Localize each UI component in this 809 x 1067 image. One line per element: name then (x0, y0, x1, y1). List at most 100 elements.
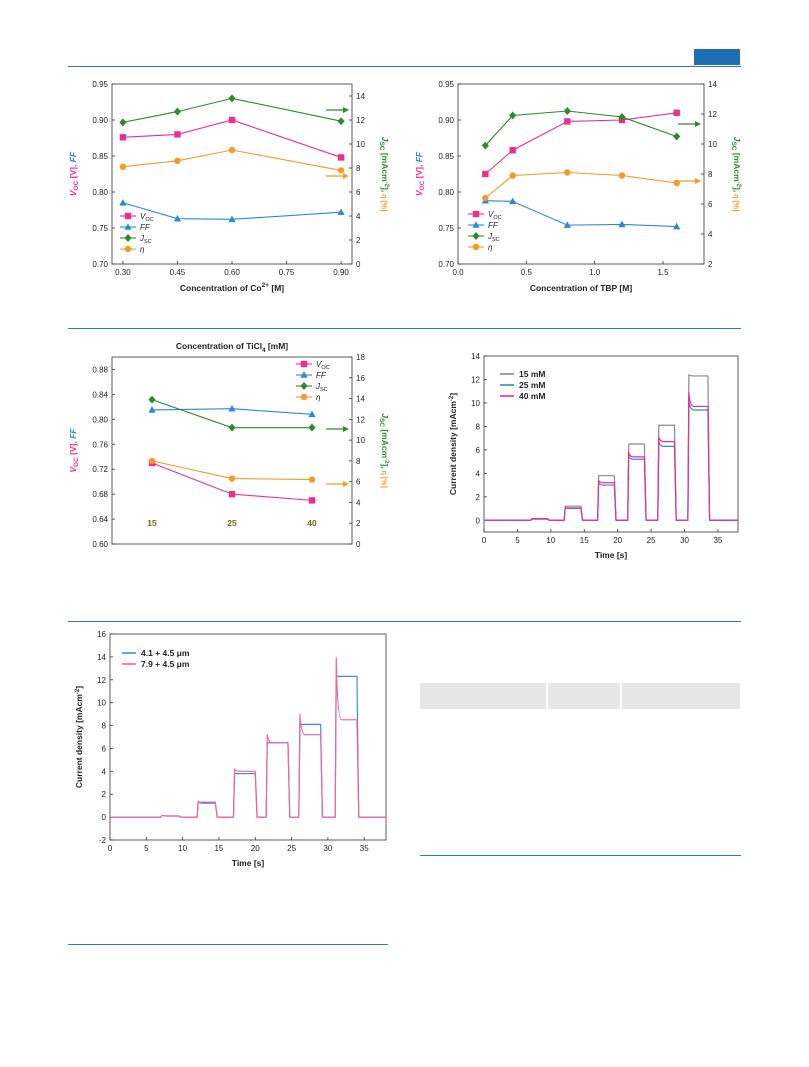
data-point-voc (509, 147, 516, 154)
y-left-tick-label: 0.85 (92, 152, 108, 161)
y-left-tick-label: 0.68 (92, 490, 108, 499)
chart-tbp-concentration: 0.70 0.75 0.80 0.85 0.90 0.95 2 4 6 8 10 12 14 0.0 0.5… (414, 80, 742, 293)
y-tick-label: 14 (471, 352, 480, 361)
legend-label-jsc: JSC (315, 382, 328, 393)
series-line-voc (484, 112, 677, 175)
legend-label-4-1-4-5-m: 4.1 + 4.5 μm (141, 648, 190, 658)
data-point-voc (228, 116, 236, 124)
y-left-tick-label: 0.80 (92, 415, 108, 424)
data-point-jsc (148, 395, 156, 404)
x-axis-label: Time [s] (232, 858, 265, 868)
data-point-voc (308, 497, 316, 504)
x-tick-label: 15 (214, 844, 223, 853)
series-line-eta (122, 149, 342, 171)
legend-label-ff: FF (488, 221, 499, 230)
series-line-jsc (122, 97, 342, 123)
data-point-ff (148, 406, 156, 413)
x-tick-label: 25 (287, 844, 296, 853)
y-left-tick-label: 0.84 (92, 390, 108, 399)
legend-marker-ff (124, 223, 132, 230)
y-left-tick-label: 0.95 (438, 80, 454, 89)
series-line-jsc (151, 399, 312, 429)
y-tick-label: 8 (476, 422, 481, 431)
legend-marker-jsc (124, 234, 132, 242)
y-right-tick-label: 12 (356, 415, 365, 424)
data-point-jsc (173, 107, 182, 116)
data-point-eta (228, 475, 236, 482)
data-point-jsc (673, 132, 681, 141)
legend-label-eta: η (316, 393, 321, 402)
y-tick-label: 12 (471, 375, 480, 384)
y-left-tick-label: 0.88 (92, 365, 108, 374)
legend-label-40-mm: 40 mM (519, 391, 545, 401)
series-line-7-9-4-5-m (110, 657, 386, 818)
x-tick-label: 0.0 (452, 268, 464, 277)
legend-marker-voc (472, 210, 480, 218)
table-header-cell (622, 683, 740, 709)
data-point-eta (119, 163, 127, 170)
y-left-tick-label: 0.72 (92, 465, 108, 474)
data-point-ff (618, 220, 626, 228)
y-left-tick-label: 0.70 (92, 260, 108, 269)
x-axis-label: Concentration of TBP [M] (530, 283, 632, 293)
data-point-eta (174, 157, 181, 164)
data-point-ff (119, 199, 127, 206)
data-point-eta (337, 167, 345, 174)
plot-frame (483, 355, 739, 533)
y-right-tick-label: 10 (708, 140, 717, 149)
y-right-axis-label: JSC [mAcm-2], η [%] (730, 137, 742, 212)
x-category-label: 40 (307, 518, 317, 528)
y-tick-label: 4 (476, 469, 481, 478)
y-right-tick-label: 8 (356, 164, 361, 173)
data-point-ff (228, 404, 236, 412)
y-left-axis-label: VOC [V], FF (68, 428, 80, 473)
y-tick-label: 14 (97, 653, 106, 662)
plot-frame (111, 83, 353, 265)
x-tick-label: 0.45 (170, 268, 186, 277)
table-rule (420, 855, 741, 856)
table-header-cell (420, 683, 546, 709)
x-tick-label: 30 (680, 536, 689, 545)
x-tick-label: 30 (323, 844, 332, 853)
y-right-tick-label: 16 (356, 374, 365, 383)
legend-marker-jsc (472, 232, 480, 240)
x-tick-label: 20 (613, 536, 622, 545)
y-right-tick-label: 6 (356, 478, 361, 487)
data-point-voc (228, 490, 236, 498)
figure-current-density-ticl4: 0 5 10 15 20 25 30 35 0 2 4 6 8 10 12 14 Time [s] Current… (410, 344, 745, 584)
legend-label-voc: VOC (488, 210, 502, 221)
legend-label-voc: VOC (140, 212, 154, 223)
y-right-tick-label: 2 (356, 519, 361, 528)
y-right-tick-label: 0 (356, 540, 361, 549)
data-point-voc (482, 170, 489, 178)
legend-marker-eta (124, 245, 132, 253)
y-left-tick-label: 0.85 (438, 152, 454, 161)
data-point-jsc (308, 423, 316, 432)
plot-frame (111, 356, 353, 545)
data-point-jsc (337, 117, 345, 126)
x-tick-label: 15 (580, 536, 589, 545)
legend-marker-jsc (300, 382, 308, 390)
y-axis-label: Current density [mAcm-2] (74, 686, 84, 788)
data-point-eta (509, 172, 516, 179)
data-point-voc (174, 131, 181, 138)
y-right-tick-label: 6 (356, 188, 361, 197)
y-right-tick-label: 14 (356, 92, 365, 101)
x-tick-label: 25 (647, 536, 656, 545)
y-right-tick-label: 2 (708, 260, 713, 269)
y-tick-label: 2 (476, 493, 481, 502)
series-line-4-1-4-5-m (110, 675, 386, 818)
data-point-eta (564, 169, 571, 176)
legend-marker-eta (300, 393, 308, 401)
x-tick-label: 1.5 (657, 268, 669, 277)
y-left-tick-label: 0.60 (92, 540, 108, 549)
legend-label-jsc: JSC (139, 234, 152, 245)
y-right-tick-label: 4 (708, 230, 713, 239)
y-right-tick-label: 18 (356, 353, 365, 362)
y-tick-label: 2 (102, 790, 107, 799)
x-category-label: 25 (227, 518, 237, 528)
y-right-tick-label: 12 (708, 110, 717, 119)
data-point-ff (228, 215, 236, 223)
x-tick-label: 5 (144, 844, 149, 853)
data-point-jsc (618, 113, 626, 121)
